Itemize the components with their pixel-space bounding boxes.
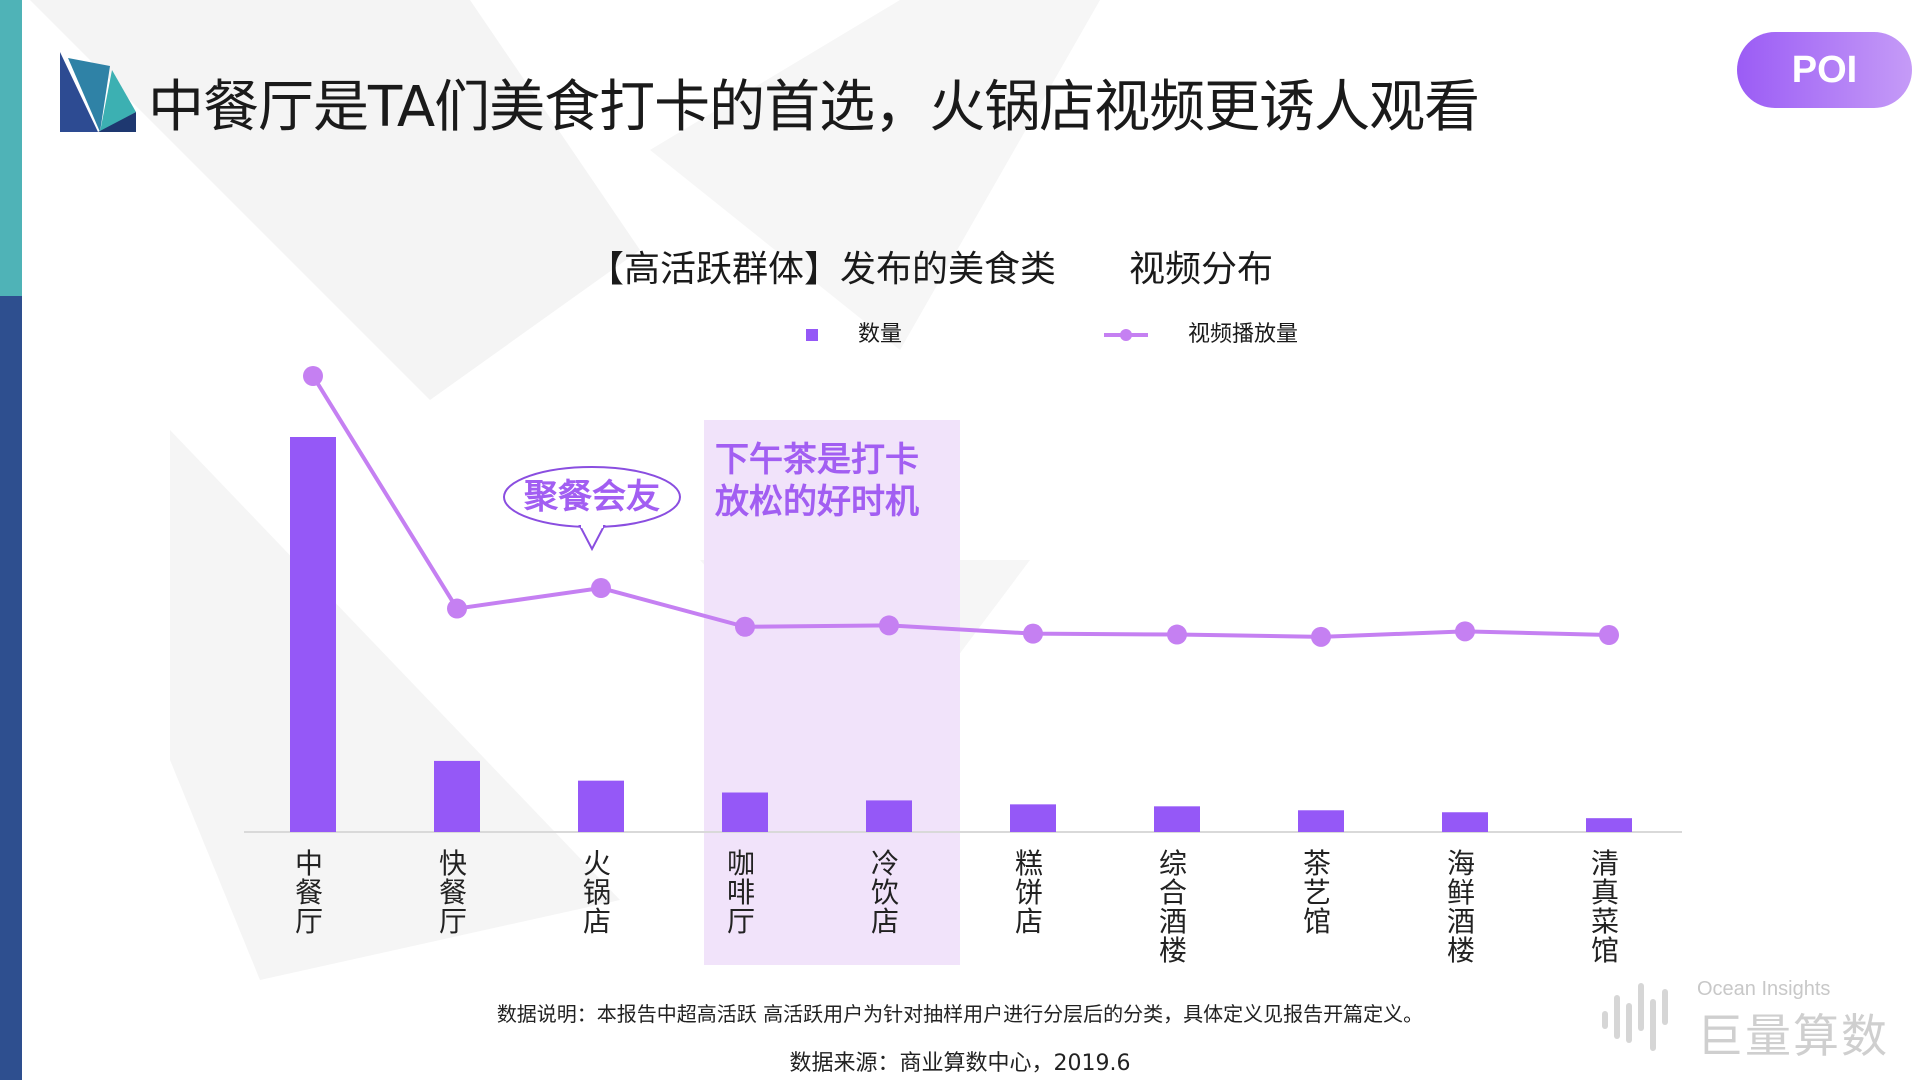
bar-糕饼店: [1010, 804, 1056, 832]
page-title: 中餐厅是TA们美食打卡的首选，火锅店视频更诱人观看: [148, 75, 1480, 140]
line-point-综合酒楼: [1167, 624, 1187, 645]
x-tick-label: 快餐厅: [439, 847, 467, 938]
legend-line-swatch: [1104, 329, 1148, 341]
bar-中餐厅: [290, 437, 336, 832]
line-point-茶艺馆: [1311, 626, 1331, 647]
chart-title: 【高活跃群体】发布的美食类: [588, 249, 1057, 290]
legend-bar-swatch: [806, 329, 818, 341]
side-stripe-bottom: [0, 296, 22, 1080]
x-tick-label: 海鲜酒楼: [1447, 847, 1475, 967]
line-point-中餐厅: [303, 366, 323, 386]
brand-mark-icon: [1602, 983, 1668, 1051]
legend-bar: 数量: [806, 316, 902, 348]
side-stripe-top: [0, 0, 22, 296]
x-tick-label: 咖啡厅: [727, 847, 755, 938]
x-tick-label: 清真菜馆: [1591, 847, 1619, 967]
poi-badge: POI: [1737, 32, 1912, 108]
x-tick-label: 火锅店: [583, 847, 611, 938]
line-point-糕饼店: [1023, 623, 1043, 644]
chart-subtitle: 视频分布: [1129, 249, 1274, 290]
x-tick-label: 中餐厅: [295, 847, 323, 938]
line-point-冷饮店: [879, 615, 899, 636]
bar-茶艺馆: [1298, 810, 1344, 832]
brand-cn: 巨量算数: [1697, 1009, 1889, 1063]
legend-bar-label: 数量: [858, 322, 903, 347]
callout-text: 聚餐会友: [523, 477, 660, 517]
brand-en: Ocean Insights: [1697, 978, 1831, 1000]
highlight-label-line: 放松的好时机: [715, 482, 919, 522]
legend-line-label: 视频播放量: [1188, 322, 1299, 347]
highlight-label-line: 下午茶是打卡: [715, 440, 919, 480]
line-point-火锅店: [591, 578, 611, 599]
bar-快餐厅: [434, 760, 480, 832]
callout-pointer: [578, 525, 606, 552]
line-point-快餐厅: [447, 598, 467, 619]
bar-冷饮店: [866, 800, 912, 832]
highlight-region: [704, 420, 960, 965]
data-source: 数据来源：商业算数中心，2019.6: [789, 1051, 1131, 1076]
x-tick-label: 冷饮店: [871, 847, 899, 938]
line-series-path: [311, 374, 1610, 639]
bar-咖啡厅: [722, 792, 768, 832]
bar-海鲜酒楼: [1442, 812, 1488, 832]
line-point-海鲜酒楼: [1455, 621, 1475, 642]
logo-icon: [60, 52, 136, 132]
x-tick-label: 糕饼店: [1015, 847, 1043, 938]
bar-综合酒楼: [1154, 806, 1200, 832]
x-tick-label: 茶艺馆: [1303, 847, 1331, 938]
data-note: 数据说明：本报告中超高活跃 高活跃用户为针对抽样用户进行分层后的分类，具体定义见…: [496, 1002, 1424, 1026]
bar-火锅店: [578, 780, 624, 832]
line-point-咖啡厅: [735, 616, 755, 637]
bar-清真菜馆: [1586, 818, 1632, 832]
x-tick-label: 综合酒楼: [1159, 847, 1187, 967]
legend-line: 视频播放量: [1104, 316, 1298, 348]
line-point-清真菜馆: [1599, 625, 1619, 646]
